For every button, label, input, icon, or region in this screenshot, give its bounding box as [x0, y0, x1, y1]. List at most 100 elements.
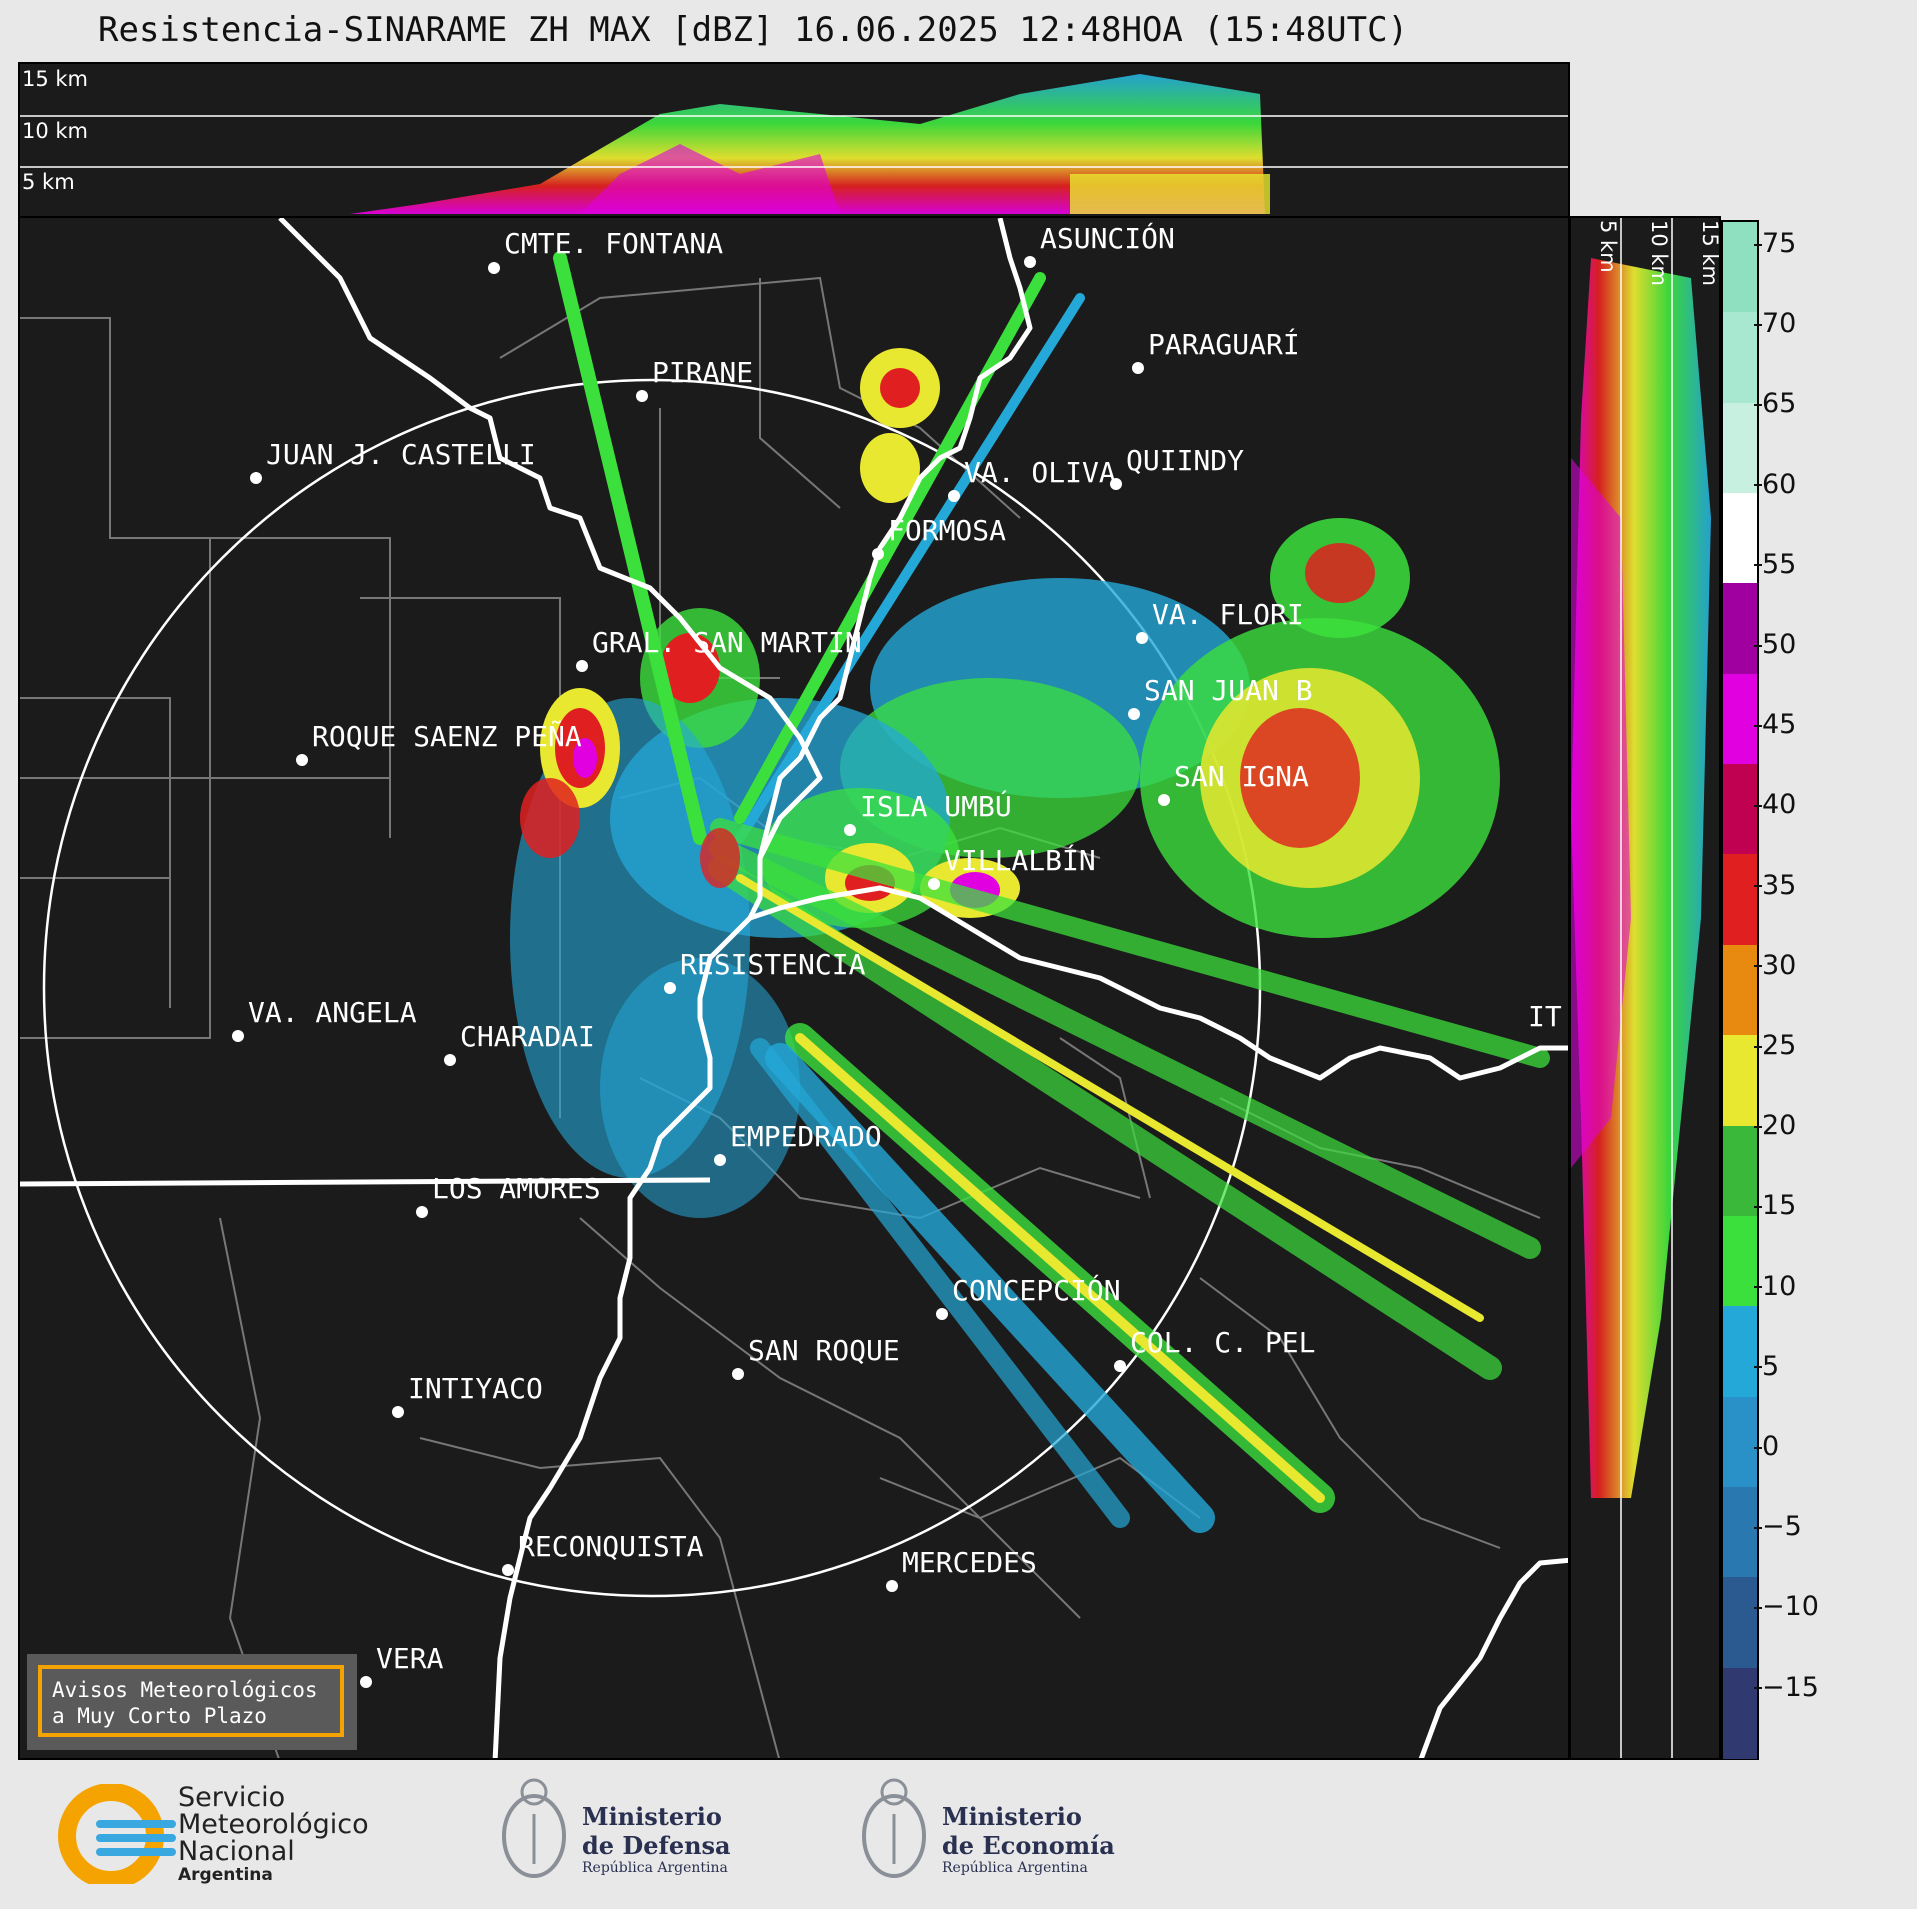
- defensa-line-3: República Argentina: [582, 1860, 728, 1876]
- colorbar-segment: [1723, 1035, 1757, 1127]
- colorbar-tick-label: 55: [1753, 548, 1797, 580]
- smn-emblem-icon: [58, 1784, 176, 1884]
- economia-line-3: República Argentina: [942, 1860, 1088, 1876]
- city-label: JUAN J. CASTELLI: [266, 438, 536, 471]
- storm-cells: [520, 688, 740, 888]
- city-label: SAN JUAN B: [1144, 674, 1313, 707]
- economia-logo: Ministerio de Economía República Argenti…: [854, 1774, 1144, 1894]
- colorbar-tick-label: 20: [1753, 1110, 1797, 1142]
- city-label: QUIINDY: [1126, 444, 1244, 477]
- colorbar-tick-label: 45: [1753, 709, 1797, 741]
- colorbar-tick-label: 5: [1753, 1350, 1780, 1382]
- city-markers: CMTE. FONTANA ASUNCIÓN PARAGUARÍ PIRANE …: [232, 221, 1562, 1688]
- city-label: SAN IGNA: [1174, 760, 1309, 793]
- top-alt-label: 10 km: [22, 119, 88, 143]
- colorbar-segment: [1723, 402, 1757, 495]
- colorbar-segment: [1723, 1215, 1757, 1308]
- top-cross-section-graphic: 15 km 10 km 5 km: [20, 67, 1568, 214]
- colorbar-tick-label: 75: [1753, 228, 1797, 259]
- city-label: FORMOSA: [888, 514, 1006, 547]
- city-label: ASUNCIÓN: [1040, 221, 1175, 255]
- notice-line-1: Avisos Meteorológicos: [52, 1678, 318, 1702]
- economia-line-1: Ministerio: [942, 1802, 1082, 1831]
- coat-of-arms-icon: [862, 1778, 926, 1878]
- coat-of-arms-icon: [502, 1778, 566, 1878]
- colorbar-tick-label: 10: [1753, 1270, 1797, 1302]
- city-label: CMTE. FONTANA: [504, 227, 723, 260]
- side-cross-section-graphic: 5 km 10 km 15 km: [1571, 218, 1721, 1758]
- city-label: ROQUE SAENZ PEÑA: [312, 719, 582, 753]
- city-label: ISLA UMBÚ: [860, 789, 1012, 823]
- notice-box: Avisos Meteorológicos a Muy Corto Plazo: [38, 1665, 344, 1737]
- colorbar-segment: [1723, 764, 1757, 856]
- defensa-logo: Ministerio de Defensa República Argentin…: [494, 1774, 764, 1894]
- defensa-line-1: Ministerio: [582, 1802, 722, 1831]
- side-alt-label: 15 km: [1698, 220, 1721, 286]
- smn-line-2: Meteorológico: [178, 1809, 369, 1840]
- colorbar-tick-label: −15: [1754, 1671, 1819, 1703]
- city-label: CONCEPCIÓN: [952, 1273, 1121, 1307]
- city-label: SAN ROQUE: [748, 1334, 900, 1367]
- colorbar-segment: [1723, 854, 1757, 946]
- notice-line-2: a Muy Corto Plazo: [52, 1704, 267, 1728]
- colorbar-tick-label: −10: [1754, 1591, 1819, 1623]
- top-alt-label: 5 km: [22, 170, 75, 194]
- colorbar-segment: [1723, 222, 1757, 314]
- side-cross-section: 5 km 10 km 15 km: [1569, 216, 1721, 1760]
- page-title: Resistencia-SINARAME ZH MAX [dBZ] 16.06.…: [98, 10, 1409, 50]
- radar-map-graphic: CMTE. FONTANA ASUNCIÓN PARAGUARÍ PIRANE …: [20, 218, 1568, 1758]
- side-echo-core: [1571, 458, 1631, 1168]
- radar-map: CMTE. FONTANA ASUNCIÓN PARAGUARÍ PIRANE …: [18, 216, 1570, 1760]
- city-label: VA. OLIVA: [964, 456, 1116, 489]
- colorbar-tick-label: 70: [1753, 308, 1797, 340]
- smn-line-3: Nacional: [178, 1836, 295, 1867]
- colorbar-segment: [1723, 1486, 1757, 1579]
- city-label: EMPEDRADO: [730, 1120, 882, 1153]
- colorbar-tick-label: 40: [1753, 789, 1797, 821]
- colorbar-tick-label: 25: [1753, 1030, 1797, 1061]
- city-label: CHARADAI: [460, 1020, 595, 1053]
- radial-streaks: [553, 251, 1550, 1533]
- colorbar-tick-label: 50: [1753, 629, 1797, 660]
- city-label: PIRANE: [652, 356, 753, 389]
- colorbar-segment: [1723, 673, 1757, 766]
- city-label: VERA: [376, 1642, 444, 1675]
- side-alt-label: 5 km: [1596, 220, 1620, 273]
- top-echo-core: [580, 144, 840, 214]
- colorbar-tick-label: 60: [1753, 468, 1797, 500]
- colorbar-segment: [1723, 583, 1757, 675]
- colorbar-tick-label: 35: [1753, 869, 1797, 901]
- international-borders: [20, 218, 1568, 1758]
- city-label: RESISTENCIA: [680, 948, 866, 981]
- colorbar-segment: [1723, 1396, 1757, 1488]
- city-label: COL. C. PEL: [1130, 1326, 1315, 1359]
- city-label: LOS AMORES: [432, 1172, 601, 1205]
- colorbar-tick-label: −5: [1754, 1511, 1802, 1543]
- city-label: IT: [1528, 1000, 1562, 1033]
- colorbar-tick-label: 15: [1753, 1190, 1797, 1222]
- colorbar-tick-label: 30: [1753, 949, 1797, 981]
- defensa-line-2: de Defensa: [582, 1831, 731, 1860]
- city-label: VA. ANGELA: [248, 996, 417, 1029]
- colorbar-segment: [1723, 312, 1757, 404]
- smn-line-1: Servicio: [178, 1782, 286, 1813]
- colorbar-tick-label: 65: [1753, 388, 1797, 420]
- top-echo-base: [1070, 174, 1270, 214]
- city-label: VILLALBÍN: [944, 843, 1096, 877]
- city-label: PARAGUARÍ: [1148, 327, 1300, 361]
- city-label: INTIYACO: [408, 1372, 543, 1405]
- smn-logo: Servicio Meteorológico Nacional Argentin…: [56, 1782, 396, 1885]
- city-label: MERCEDES: [902, 1546, 1037, 1579]
- colorbar-segment: [1723, 944, 1757, 1037]
- top-echo-profile: [350, 74, 1265, 214]
- colorbar-segment: [1723, 1306, 1757, 1398]
- top-alt-label: 15 km: [22, 67, 88, 91]
- city-label: VA. FLORI: [1152, 598, 1304, 631]
- top-cross-section: 15 km 10 km 5 km: [18, 62, 1570, 218]
- colorbar-segment: [1723, 1577, 1757, 1669]
- notice-panel: Avisos Meteorológicos a Muy Corto Plazo: [27, 1654, 357, 1750]
- side-alt-label: 10 km: [1647, 220, 1671, 286]
- colorbar-segment: [1723, 1125, 1757, 1217]
- colorbar-tick-label: 0: [1753, 1431, 1780, 1462]
- dbz-colorbar: [1721, 220, 1759, 1760]
